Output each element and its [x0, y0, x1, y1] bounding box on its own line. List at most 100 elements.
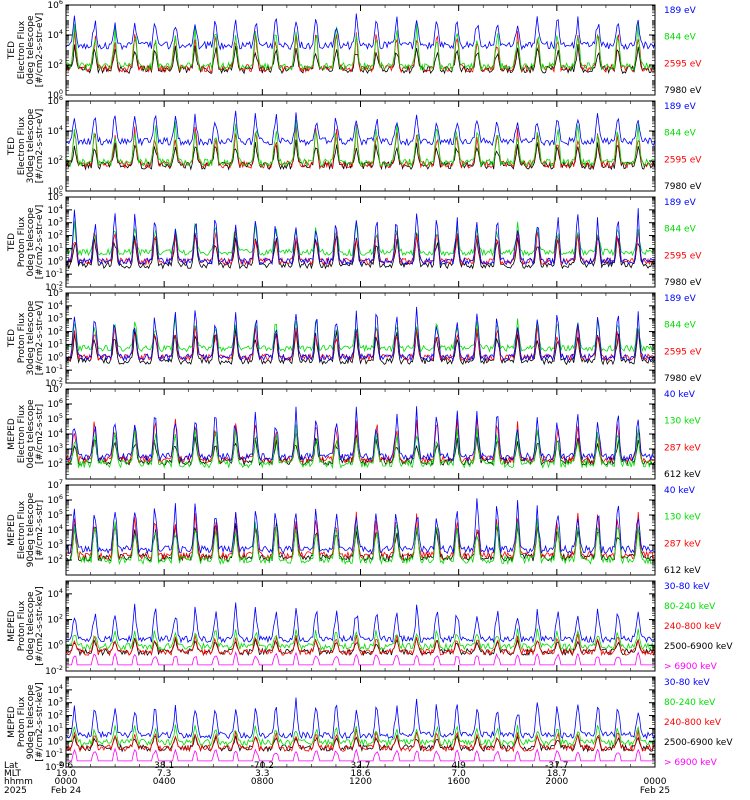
y-tick-label: 107	[47, 382, 63, 395]
y-tick-label: 105	[47, 508, 63, 521]
legend-entry: 40 keV	[664, 486, 696, 496]
y-tick-label: 105	[47, 286, 63, 299]
y-tick-label: 103	[47, 312, 63, 325]
y-tick-label: 10-2	[45, 760, 63, 773]
y-tick-label: 102	[47, 58, 63, 71]
footer-value: -70.2	[251, 761, 274, 771]
legend-entry: 80-240 keV	[664, 602, 716, 612]
legend-entry: 189 eV	[664, 6, 697, 16]
y-tick-label: 105	[47, 190, 63, 203]
footer-value: Feb 25	[640, 786, 670, 796]
y-tick-label: 102	[47, 325, 63, 338]
legend-entry: 2595 eV	[664, 155, 702, 165]
y-tick-label: 104	[47, 28, 63, 41]
footer-value: 32.7	[350, 761, 370, 771]
y-axis-label: TEDProton Flux0deg telescope[#/cm2-s-str…	[7, 205, 45, 280]
y-tick-label: 100	[47, 638, 63, 651]
legend-entry: 7980 eV	[664, 182, 702, 192]
legend-entry: 7980 eV	[664, 278, 702, 288]
footer-row-label: 2025	[4, 786, 27, 796]
legend-entry: 189 eV	[664, 294, 697, 304]
footer-value: 18.7	[547, 769, 567, 779]
y-axis-label: TEDElectron Flux30deg telescope[#/cm2-s-…	[7, 108, 45, 183]
legend-entry: 844 eV	[664, 225, 697, 235]
footer-value: 1200	[349, 777, 372, 787]
series-6-3	[65, 518, 656, 566]
y-tick-label: 100	[47, 254, 63, 267]
y-axis-label: MEPEDElectron Flux0deg telescope[#/cm2-s…	[7, 399, 45, 469]
footer-value: 19.0	[56, 769, 76, 779]
y-tick-label: 10-2	[45, 280, 63, 293]
y-tick-label: 10-1	[45, 267, 63, 280]
y-tick-label: 101	[47, 721, 63, 734]
y-tick-label: 104	[47, 124, 63, 137]
y-tick-label: 106	[47, 0, 63, 11]
series-4-4	[65, 306, 656, 362]
legend-entry: 240-800 keV	[664, 622, 722, 632]
series-2-3	[65, 119, 656, 168]
y-tick-label: 104	[47, 683, 63, 696]
legend-entry: 30-80 keV	[664, 582, 710, 592]
series-1-2	[65, 28, 656, 74]
y-tick-label: 101	[47, 241, 63, 254]
series-8-3	[65, 729, 656, 753]
y-tick-label: 104	[47, 427, 63, 440]
y-tick-label: 106	[47, 397, 63, 410]
y-tick-label: 104	[47, 299, 63, 312]
legend-entry: 7980 eV	[664, 374, 702, 384]
legend-entry: 287 keV	[664, 443, 701, 453]
footer-value: Feb 24	[51, 786, 82, 796]
legend-entry: 2500-6900 keV	[664, 642, 733, 652]
series-8-5	[65, 697, 656, 740]
y-tick-label: 102	[47, 553, 63, 566]
legend-entry: > 6900 keV	[664, 662, 718, 672]
legend-entry: 2595 eV	[664, 251, 702, 261]
series-7-5	[65, 602, 656, 644]
panel-frame	[65, 292, 656, 384]
y-tick-label: 100	[47, 350, 63, 363]
footer-value: 0800	[251, 777, 274, 787]
footer-row-label: hhmm	[4, 777, 33, 787]
legend-entry: 189 eV	[664, 198, 697, 208]
footer-value: 7.0	[452, 769, 467, 779]
y-tick-label: 10-2	[45, 664, 63, 677]
legend-entry: 844 eV	[664, 321, 697, 331]
footer-value: 7.3	[157, 769, 171, 779]
panel-frame	[65, 388, 656, 480]
y-tick-label: 10-1	[45, 363, 63, 376]
y-tick-label: 106	[47, 94, 63, 107]
series-1-3	[65, 22, 656, 72]
y-tick-label: 107	[47, 478, 63, 491]
legend-entry: 240-800 keV	[664, 718, 722, 728]
panel-frame	[65, 4, 656, 96]
y-axis-label: MEPEDProton Flux0deg telescope[#/cm2-s-s…	[7, 586, 45, 665]
legend-entry: 2500-6900 keV	[664, 738, 733, 748]
legend-entry: 844 eV	[664, 129, 697, 139]
series-3-3	[65, 220, 656, 257]
series-7-1	[66, 650, 655, 666]
legend-entry: 2595 eV	[664, 59, 702, 69]
series-7-3	[65, 633, 656, 657]
legend-entry: 80-240 keV	[664, 698, 716, 708]
series-5-4	[65, 406, 656, 462]
y-tick-label: 104	[47, 587, 63, 600]
footer-row-label: MLT	[4, 769, 22, 779]
y-tick-label: 10-1	[45, 747, 63, 760]
footer-value: 2000	[545, 777, 568, 787]
series-6-4	[65, 498, 656, 555]
footer-value: 9.6	[59, 761, 74, 771]
y-tick-label: 104	[47, 523, 63, 536]
panel-frame	[65, 100, 656, 192]
y-tick-label: 103	[47, 538, 63, 551]
legend-entry: 612 keV	[664, 566, 701, 576]
legend-entry: 2595 eV	[664, 347, 702, 357]
legend-entry: 189 eV	[664, 102, 697, 112]
footer-value: -37.7	[545, 761, 568, 771]
y-tick-label: 103	[47, 696, 63, 709]
